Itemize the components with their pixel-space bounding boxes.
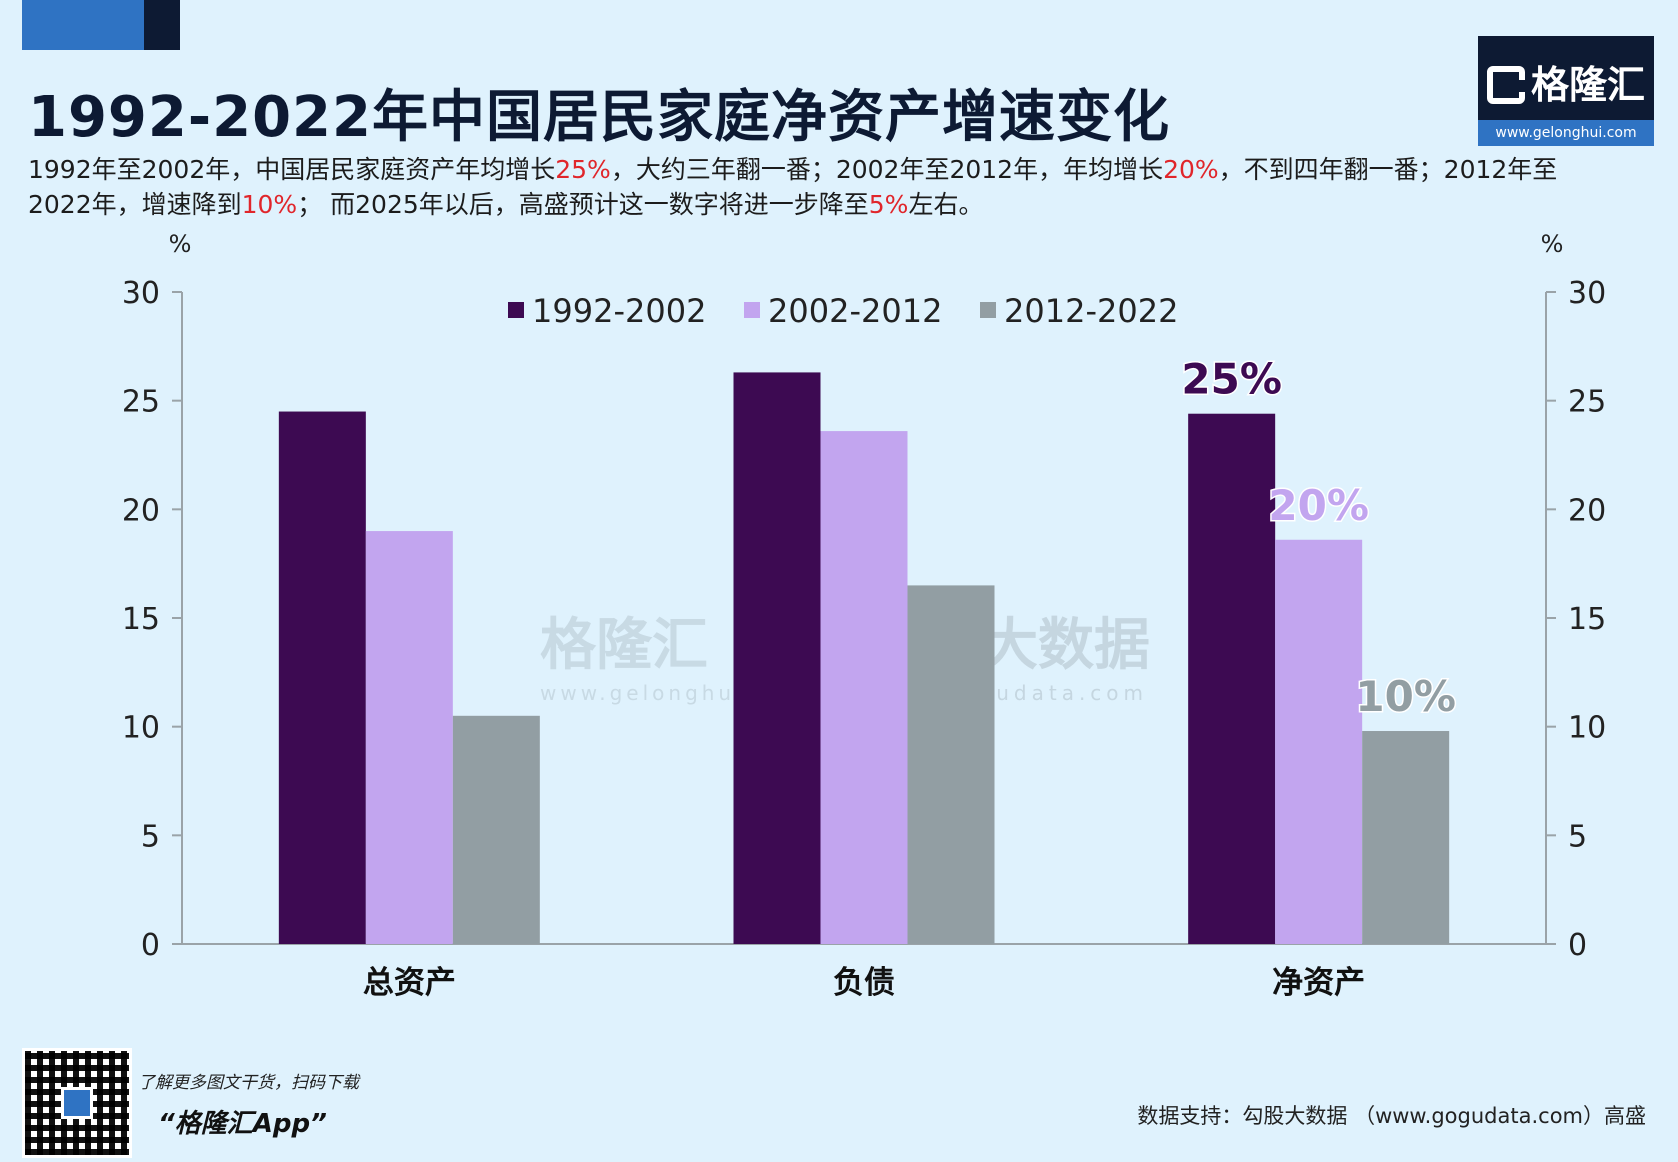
right-tick-label: 10	[1568, 711, 1606, 746]
page-subtitle: 1992年至2002年，中国居民家庭资产年均增长25%，大约三年翻一番；2002…	[28, 152, 1588, 222]
right-tick-label: 30	[1568, 276, 1606, 311]
right-unit-label: %	[1541, 230, 1564, 258]
subtitle-highlight: 5%	[868, 190, 909, 219]
data-annotation: 20%	[1268, 481, 1369, 530]
right-tick-label: 5	[1568, 819, 1587, 854]
subtitle-highlight: 10%	[241, 190, 298, 219]
bar	[365, 531, 453, 944]
subtitle-highlight: 25%	[555, 155, 611, 184]
category-label: 总资产	[363, 965, 456, 1001]
left-tick-label: 10	[122, 711, 160, 746]
top-accent-blue	[22, 0, 144, 50]
bar	[278, 411, 366, 944]
legend-swatch	[744, 302, 760, 318]
left-tick-label: 25	[122, 385, 160, 420]
subtitle-text: ，不到四年翻一番；2012年至2022年，增速降到	[28, 155, 1558, 219]
left-tick-label: 15	[122, 602, 160, 637]
legend-swatch	[508, 302, 524, 318]
right-tick-label: 20	[1568, 493, 1606, 528]
left-unit-label: %	[169, 230, 192, 258]
top-accent-navy	[144, 0, 180, 50]
bar	[1188, 413, 1276, 944]
brand-logo: 格隆汇 www.gelonghui.com	[1478, 36, 1654, 146]
bar	[820, 431, 908, 944]
legend-swatch	[980, 302, 996, 318]
legend-label: 2002-2012	[768, 292, 942, 330]
subtitle-text: ，大约三年翻一番；2002年至2012年，年均增长	[610, 155, 1164, 184]
logo-name: 格隆汇	[1530, 63, 1645, 107]
left-tick-label: 0	[141, 928, 160, 963]
logo-url: www.gelonghui.com	[1478, 120, 1654, 146]
bar	[452, 715, 540, 944]
bar	[1275, 539, 1363, 944]
category-label: 净资产	[1272, 965, 1365, 1001]
bar	[733, 372, 821, 944]
data-annotation: 10%	[1355, 672, 1456, 721]
legend-label: 1992-2002	[532, 292, 706, 330]
left-tick-label: 5	[141, 819, 160, 854]
data-annotation: 25%	[1181, 355, 1282, 404]
footer-app-name: “格隆汇App”	[158, 1109, 327, 1139]
right-tick-label: 0	[1568, 928, 1587, 963]
logo-g-icon	[1486, 66, 1525, 104]
subtitle-highlight: 20%	[1163, 155, 1219, 184]
bar	[907, 585, 995, 944]
footer-source: 数据支持：勾股大数据 （www.gogudata.com）高盛	[1137, 1104, 1646, 1128]
subtitle-text: 左右。	[908, 190, 984, 219]
qr-code	[22, 1048, 132, 1158]
bar	[1362, 731, 1450, 944]
category-label: 负债	[833, 965, 895, 1001]
qr-logo-icon	[61, 1087, 93, 1119]
right-tick-label: 25	[1568, 385, 1606, 420]
legend-label: 2012-2022	[1004, 292, 1178, 330]
left-tick-label: 30	[122, 276, 160, 311]
right-tick-label: 15	[1568, 602, 1606, 637]
footer-promo: 了解更多图文干货，扫码下载	[138, 1073, 359, 1093]
subtitle-text: ； 而2025年以后，高盛预计这一数字将进一步降至	[297, 190, 869, 219]
left-tick-label: 20	[122, 493, 160, 528]
page-title: 1992-2022年中国居民家庭净资产增速变化	[28, 85, 1170, 150]
subtitle-text: 1992年至2002年，中国居民家庭资产年均增长	[28, 155, 556, 184]
